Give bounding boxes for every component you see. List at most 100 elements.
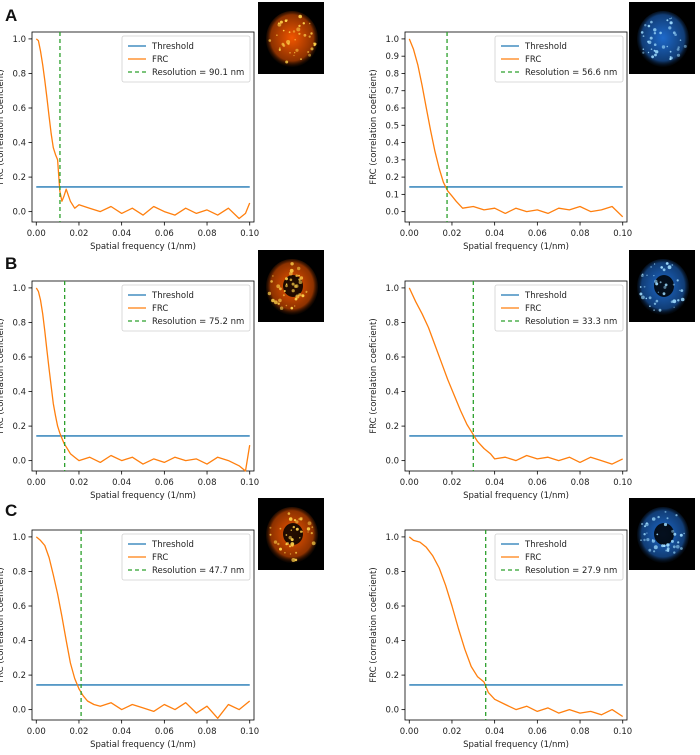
- speckle: [673, 551, 676, 554]
- speckle: [285, 283, 288, 285]
- x-tick-label: 0.06: [155, 478, 174, 488]
- x-tick-label: 0.06: [155, 727, 174, 737]
- speckle: [675, 514, 678, 517]
- speckle: [648, 548, 652, 552]
- x-tick-label: 0.08: [571, 229, 590, 239]
- x-axis-label: Spatial frequency (1/nm): [90, 740, 196, 750]
- speckle: [273, 300, 278, 305]
- speckle: [288, 517, 293, 521]
- speckle: [295, 274, 298, 277]
- speckle: [284, 19, 288, 23]
- speckle: [646, 538, 650, 542]
- speckle: [642, 48, 645, 50]
- axes-frame: [404, 529, 628, 721]
- frc-curve: [408, 287, 623, 465]
- y-tick-label: 0.0: [385, 706, 399, 716]
- y-tick-label: 0.4: [12, 388, 26, 398]
- x-axis-label: Spatial frequency (1/nm): [90, 491, 196, 501]
- speckle: [290, 529, 292, 531]
- legend-threshold-label: Threshold: [524, 42, 567, 52]
- speckle: [305, 291, 307, 293]
- y-tick-label: 0.2: [385, 173, 399, 183]
- speckle: [278, 22, 280, 25]
- speckle: [643, 533, 646, 536]
- cell-nucleus: [283, 275, 303, 297]
- speckle: [290, 538, 294, 542]
- cell-speckles: [269, 512, 316, 562]
- legend: Threshold FRC Resolution = 75.2 nm: [121, 284, 251, 332]
- y-axis-label: FRC (correlation coeficient): [0, 567, 6, 682]
- axes-frame: [31, 280, 255, 472]
- speckle: [663, 544, 666, 547]
- x-tick-label: 0.00: [27, 478, 46, 488]
- speckle: [308, 35, 311, 38]
- legend-resolution-label: Resolution = 56.6 nm: [525, 68, 617, 78]
- speckle: [664, 283, 668, 287]
- cell-nucleus: [654, 523, 674, 545]
- speckle: [653, 309, 655, 311]
- cell-image-svg: [266, 259, 318, 315]
- y-tick-label: 0.6: [12, 602, 26, 612]
- x-tick-label: 0.04: [485, 229, 504, 239]
- y-tick-label: 0.6: [385, 104, 399, 114]
- speckle: [666, 517, 669, 520]
- speckle: [639, 286, 642, 288]
- x-tick-labels: 0.00 0.02 0.04 0.06 0.08 0.10: [400, 720, 632, 737]
- y-tick-label: 0.7: [385, 87, 399, 97]
- speckle: [653, 28, 657, 32]
- x-tick-label: 0.00: [400, 727, 419, 737]
- speckle: [289, 52, 291, 54]
- speckle: [647, 51, 650, 54]
- cell-image-svg: [637, 259, 689, 315]
- speckle: [282, 294, 285, 297]
- legend: Threshold FRC Resolution = 90.1 nm: [121, 35, 251, 83]
- speckle: [646, 532, 648, 534]
- cell-image-blue-b: [629, 250, 695, 322]
- speckle: [302, 22, 305, 25]
- y-tick-label: 0.0: [385, 208, 399, 218]
- frc-curve: [35, 38, 251, 220]
- legend-threshold-label: Threshold: [524, 540, 567, 550]
- y-tick-label: 0.1: [385, 190, 399, 200]
- x-tick-label: 0.08: [571, 727, 590, 737]
- y-axis-label: FRC (correlation coeficient): [0, 318, 6, 433]
- speckle: [683, 44, 687, 48]
- x-tick-label: 0.04: [485, 478, 504, 488]
- speckle: [298, 32, 301, 35]
- x-tick-label: 0.08: [198, 727, 217, 737]
- speckle: [300, 58, 302, 60]
- legend: Threshold FRC Resolution = 33.3 nm: [494, 284, 624, 332]
- speckle: [648, 296, 652, 300]
- speckle: [669, 18, 671, 20]
- speckle: [298, 280, 303, 284]
- y-tick-label: 1.0: [12, 284, 26, 294]
- speckle: [296, 27, 301, 32]
- speckle: [680, 289, 684, 292]
- y-tick-label: 0.5: [385, 121, 399, 131]
- x-axis-label: Spatial frequency (1/nm): [463, 491, 569, 501]
- speckle: [653, 49, 656, 52]
- cell-image-hot-b: [258, 250, 324, 322]
- frc-curve: [408, 38, 624, 218]
- speckle: [279, 20, 283, 24]
- frc-chart-5: 0.00 0.02 0.04 0.06 0.08 0.10 0.0 0.2 0.4 0.6 0.8 1…: [0, 529, 259, 750]
- axes-frame: [31, 529, 255, 721]
- speckle: [677, 541, 680, 544]
- speckle: [279, 306, 284, 310]
- speckle: [673, 532, 677, 536]
- x-tick-labels: 0.00 0.02 0.04 0.06 0.08 0.10: [400, 471, 632, 488]
- speckle: [641, 273, 644, 276]
- cell-image-hot-a: [258, 2, 324, 74]
- legend: Threshold FRC Resolution = 56.6 nm: [494, 35, 624, 83]
- speckle: [299, 276, 304, 280]
- speckle: [294, 558, 298, 562]
- speckle: [659, 31, 662, 35]
- speckle: [313, 42, 317, 46]
- x-tick-label: 0.04: [485, 727, 504, 737]
- x-axis-label: Spatial frequency (1/nm): [463, 740, 569, 750]
- speckle: [295, 294, 300, 299]
- speckle: [659, 281, 662, 284]
- y-tick-label: 0.6: [12, 104, 26, 114]
- legend-box: [121, 533, 251, 581]
- x-tick-label: 0.06: [528, 727, 547, 737]
